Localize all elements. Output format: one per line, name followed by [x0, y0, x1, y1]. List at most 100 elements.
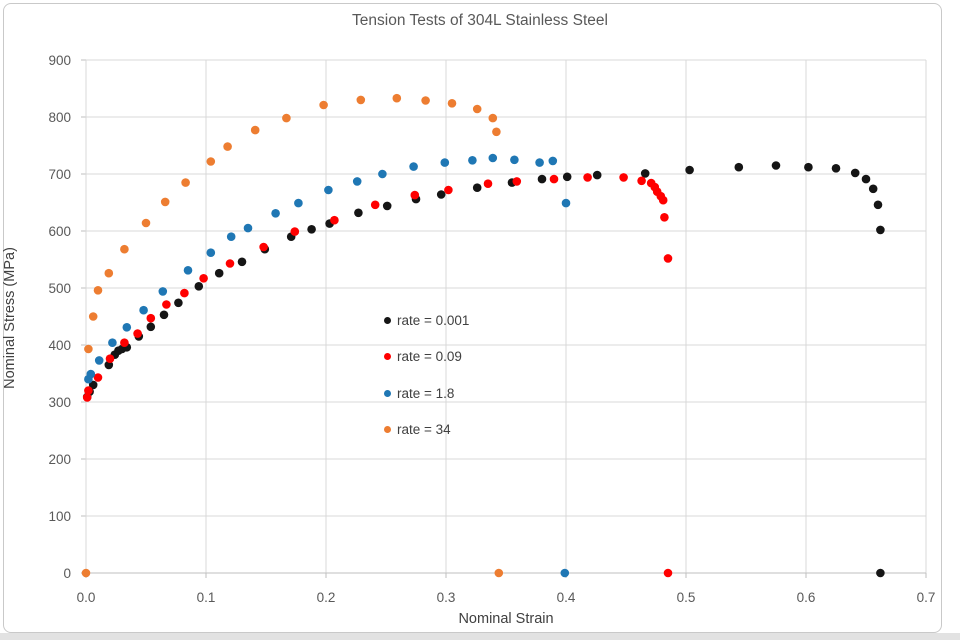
- data-point-rate-1.8: [139, 305, 148, 315]
- data-point-rate-0.09: [162, 300, 171, 309]
- x-tick-label: 0.4: [557, 590, 576, 605]
- data-point-rate-1.8: [243, 223, 253, 233]
- y-tick-label: 700: [48, 167, 71, 182]
- data-point-rate-0.001: [382, 201, 392, 211]
- data-point-rate-0.001: [831, 164, 841, 173]
- x-tick-label: 0.0: [77, 590, 96, 605]
- legend-marker-icon: [384, 316, 391, 324]
- data-point-rate-0.001: [685, 165, 694, 175]
- data-point-rate-1.8: [440, 158, 450, 167]
- legend-marker-icon: [384, 389, 391, 397]
- y-axis-title: Nominal Stress (MPa): [2, 247, 18, 389]
- data-point-rate-0.001: [307, 225, 316, 234]
- data-point-rate-1.8: [94, 356, 104, 365]
- data-point-rate-34: [88, 312, 98, 321]
- data-point-rate-1.8: [271, 209, 280, 218]
- data-point-rate-0.001: [861, 174, 871, 184]
- data-point-rate-0.001: [771, 161, 781, 170]
- data-point-rate-0.09: [483, 179, 493, 188]
- data-point-rate-0.09: [660, 213, 669, 222]
- data-point-rate-34: [282, 113, 291, 123]
- legend-label: rate = 0.09: [397, 349, 462, 365]
- y-tick-label: 400: [48, 338, 71, 353]
- data-point-rate-34: [223, 142, 232, 151]
- data-point-rate-0.001: [850, 168, 860, 178]
- data-point-rate-0.09: [146, 313, 156, 323]
- data-point-rate-34: [319, 100, 328, 110]
- data-point-rate-34: [447, 99, 457, 108]
- data-point-rate-0.001: [876, 225, 885, 235]
- data-point-rate-34: [160, 197, 170, 207]
- data-point-rate-0.001: [734, 162, 744, 172]
- data-point-rate-1.8: [488, 153, 498, 163]
- data-point-rate-0.001: [876, 568, 885, 578]
- data-point-rate-34: [120, 244, 129, 254]
- data-point-rate-1.8: [294, 198, 303, 208]
- data-point-rate-1.8: [206, 248, 216, 257]
- data-point-rate-34: [494, 568, 504, 578]
- data-point-rate-0.09: [133, 329, 142, 338]
- chart-title: Tension Tests of 304L Stainless Steel: [352, 12, 608, 29]
- x-axis-title: Nominal Strain: [458, 611, 554, 627]
- y-tick-label: 500: [48, 281, 71, 296]
- data-point-rate-0.001: [194, 282, 204, 291]
- data-point-rate-34: [181, 178, 190, 187]
- data-point-rate-0.001: [640, 169, 650, 178]
- data-point-rate-34: [104, 268, 114, 278]
- data-point-rate-0.09: [658, 195, 668, 205]
- legend-item: rate = 0.001: [384, 311, 469, 329]
- x-tick-label: 0.6: [797, 590, 816, 605]
- y-tick-label: 0: [63, 566, 71, 581]
- data-point-rate-0.09: [410, 190, 420, 200]
- x-tick-label: 0.7: [917, 590, 936, 605]
- data-point-rate-0.09: [93, 373, 103, 382]
- data-point-rate-0.001: [592, 170, 602, 180]
- x-tick-label: 0.2: [317, 590, 336, 605]
- data-point-rate-1.8: [183, 266, 193, 275]
- data-point-rate-1.8: [548, 156, 558, 166]
- data-point-rate-1.8: [560, 568, 570, 578]
- legend: rate = 0.001 rate = 0.09 rate = 1.8 rate…: [384, 311, 469, 457]
- data-point-rate-1.8: [409, 162, 418, 171]
- legend-marker-icon: [384, 353, 391, 361]
- data-point-rate-34: [84, 344, 93, 354]
- data-point-rate-1.8: [378, 169, 387, 179]
- data-point-rate-34: [356, 95, 366, 105]
- data-point-rate-34: [472, 104, 482, 114]
- x-tick-label: 0.3: [437, 590, 456, 605]
- data-point-rate-1.8: [352, 177, 362, 186]
- data-point-rate-34: [206, 157, 216, 166]
- data-point-rate-0.09: [199, 274, 208, 283]
- data-point-rate-1.8: [561, 198, 571, 208]
- legend-item: rate = 0.09: [384, 348, 469, 366]
- data-point-rate-0.001: [868, 184, 878, 194]
- data-point-rate-0.09: [105, 354, 115, 364]
- data-point-rate-0.09: [84, 386, 93, 395]
- x-tick-label: 0.1: [197, 590, 216, 605]
- legend-marker-icon: [384, 426, 391, 434]
- data-point-rate-0.001: [537, 174, 547, 184]
- y-tick-label: 100: [48, 509, 71, 524]
- data-point-rate-0.001: [159, 310, 169, 320]
- data-point-rate-0.09: [82, 393, 92, 402]
- y-tick-label: 600: [48, 224, 71, 239]
- data-point-rate-0.09: [444, 185, 453, 195]
- data-point-rate-1.8: [86, 369, 96, 379]
- legend-label: rate = 34: [397, 422, 451, 438]
- data-point-rate-0.001: [174, 298, 183, 308]
- chart-area: [3, 3, 942, 633]
- data-point-rate-34: [141, 218, 151, 228]
- data-point-rate-0.001: [472, 183, 482, 192]
- legend-label: rate = 0.001: [397, 312, 470, 328]
- data-point-rate-0.001: [436, 190, 446, 199]
- data-point-rate-0.09: [259, 242, 268, 252]
- data-point-rate-0.09: [619, 173, 628, 182]
- data-point-rate-34: [81, 568, 91, 578]
- data-point-rate-0.09: [120, 338, 129, 348]
- data-point-rate-0.09: [330, 215, 339, 225]
- legend-item: rate = 34: [384, 421, 469, 439]
- data-point-rate-1.8: [510, 155, 519, 165]
- data-point-rate-0.001: [214, 268, 224, 278]
- data-point-rate-34: [488, 113, 498, 123]
